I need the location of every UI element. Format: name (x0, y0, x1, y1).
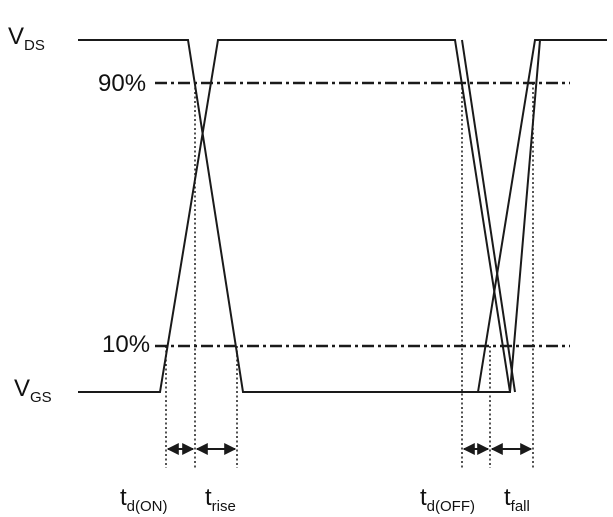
vgs-waveform (78, 39, 511, 393)
vds-waveform (78, 39, 607, 393)
t-fall-label: tfall (504, 484, 530, 515)
vds-label: VDS (8, 23, 45, 54)
level-10-label: 10% (102, 331, 150, 358)
vds-waveform-rise (461, 39, 516, 393)
vgs-waveform-fall (477, 39, 607, 393)
td-on-label: td(ON) (120, 484, 168, 515)
vgs-label: VGS (14, 375, 52, 406)
td-off-label: td(OFF) (420, 484, 475, 515)
level-90-label: 90% (98, 70, 146, 97)
t-rise-label: trise (205, 484, 236, 515)
